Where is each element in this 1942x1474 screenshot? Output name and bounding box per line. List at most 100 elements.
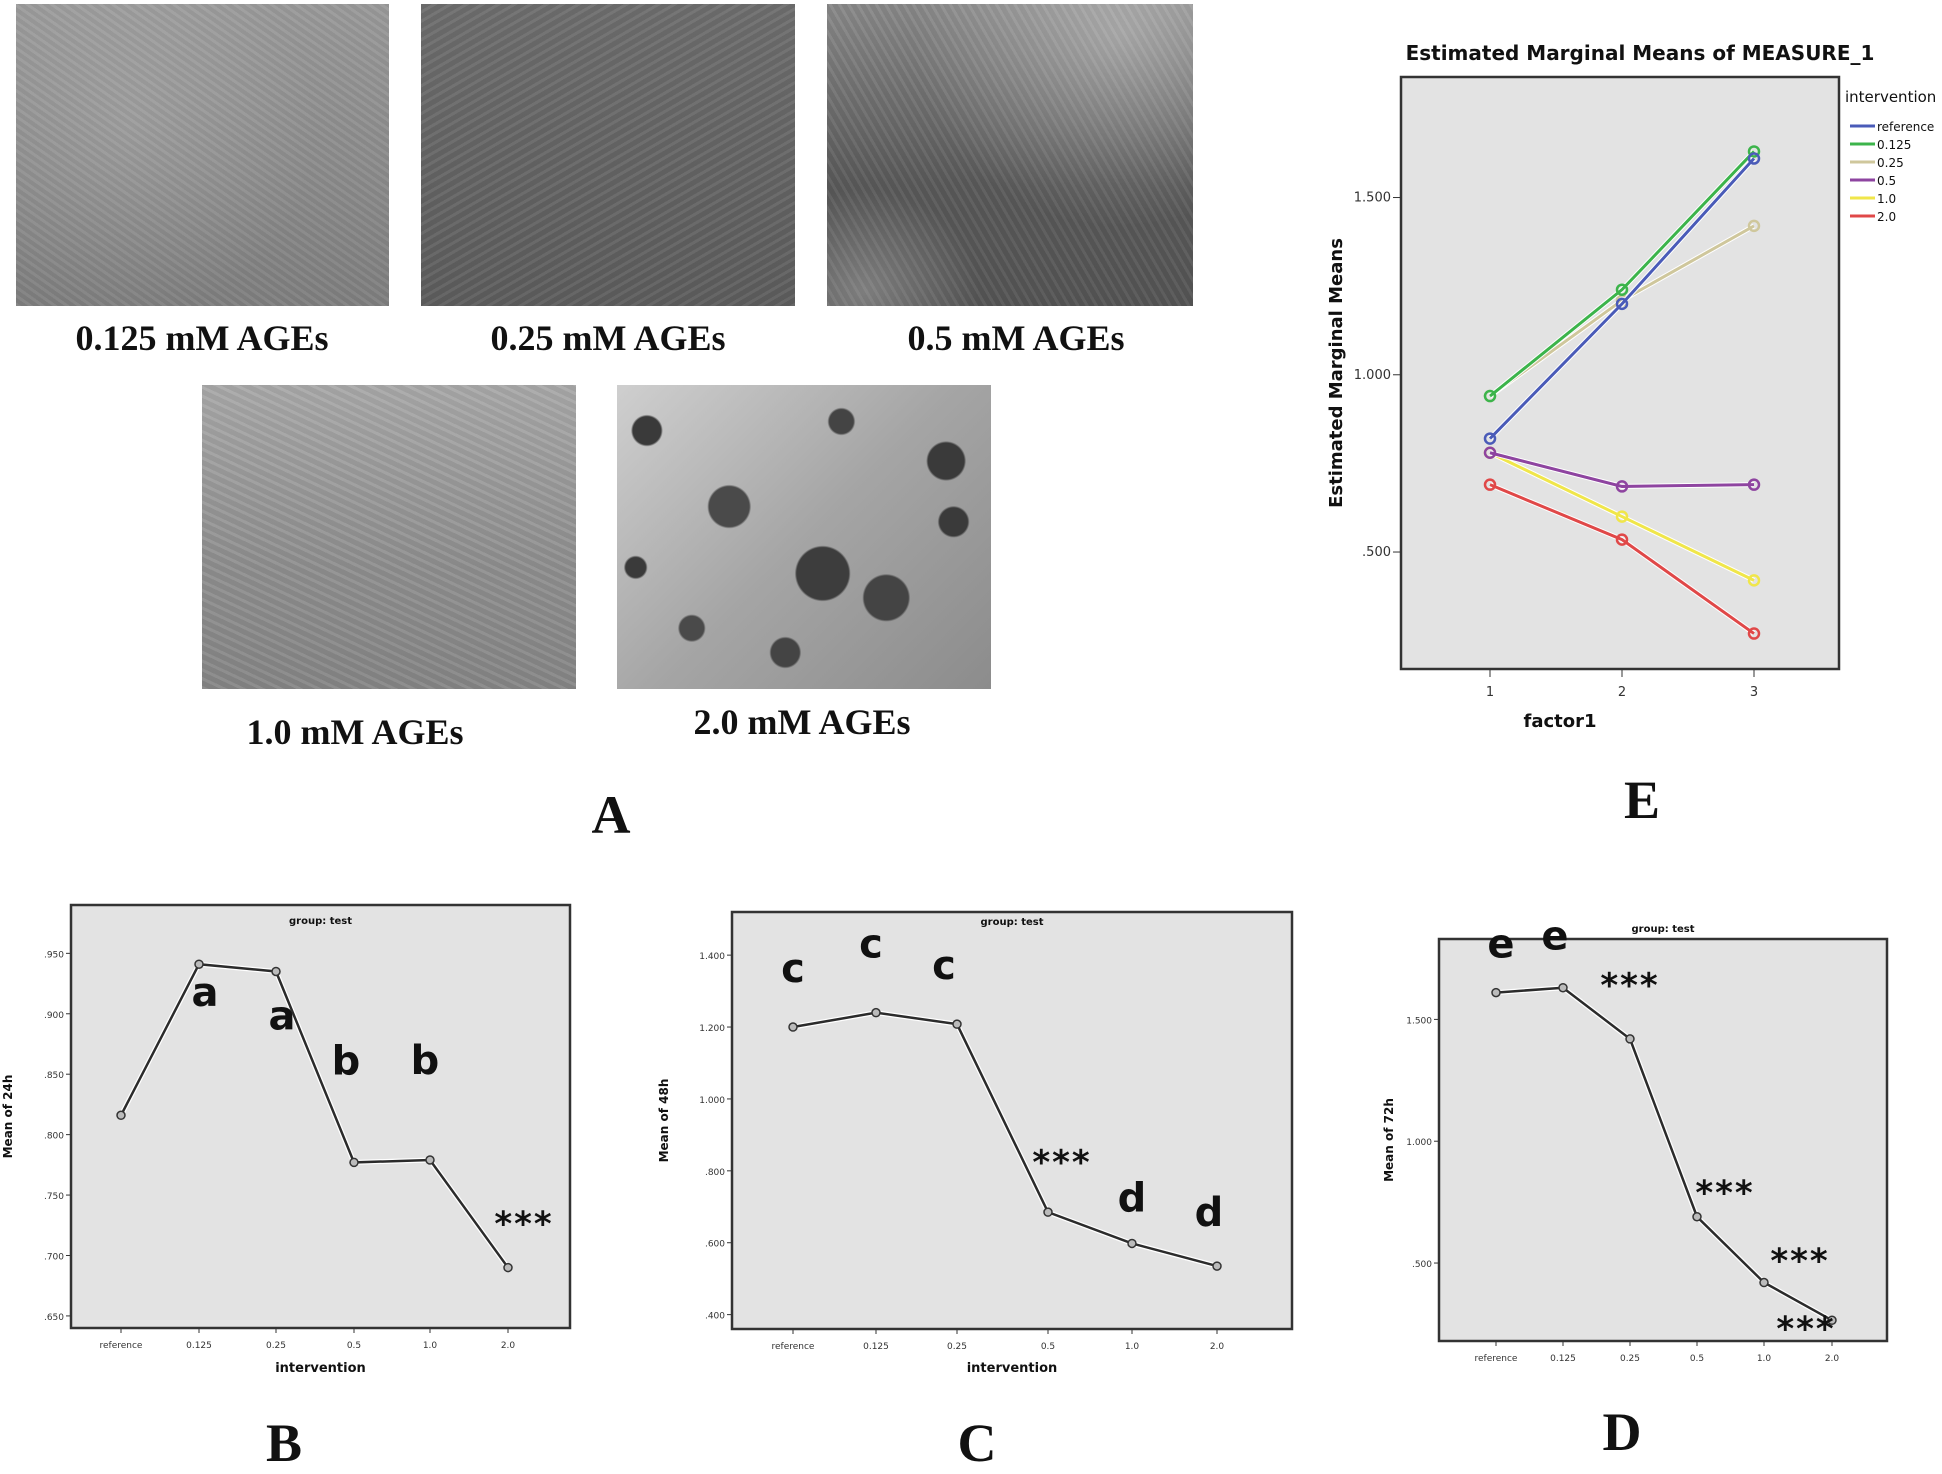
plot-area [730,910,1294,1331]
x-axis-label: factor1 [1523,711,1596,732]
micrograph-20 [617,385,991,689]
legend-title: intervention [1845,88,1936,106]
significance-annotation: *** [1032,1143,1091,1183]
y-tick-label: .750 [44,1192,64,1202]
significance-annotation: *** [1695,1174,1754,1214]
plot-area [1437,937,1889,1343]
data-point-2.0 [1747,627,1761,640]
x-tick-label: reference [1475,1354,1518,1364]
y-tick-label: .650 [44,1313,64,1323]
caption-0125: 0.125 mM AGEs [75,318,329,358]
chart-e: Estimated Marginal Means of MEASURE_1 .50… [1326,41,1936,732]
y-tick-label: 1.000 [1406,1138,1432,1148]
significance-annotation: a [192,970,219,1016]
y-tick-label: 1.500 [1406,1016,1432,1026]
y-tick-label: .600 [705,1240,725,1250]
x-tick-label: 1.0 [1757,1354,1772,1364]
x-tick-label: 0.5 [347,1341,361,1351]
micrograph-05 [827,4,1193,306]
data-point [1491,987,1501,998]
caption-20: 2.0 mM AGEs [693,702,911,742]
caption-10: 1.0 mM AGEs [246,712,464,752]
micrograph-0125 [16,4,389,306]
panel-label-d: D [1602,1402,1642,1462]
series-line-2.0 [1489,483,1755,635]
y-tick-label: .500 [1362,545,1391,560]
series-line [1495,986,1833,1322]
data-point-reference [1747,152,1761,165]
significance-annotation: e [1541,914,1568,960]
data-point-2.0 [1615,533,1629,546]
y-tick-label: .400 [705,1312,725,1322]
chart-b: group: test .650 .700 .750 .800 .850 .900 .950 r… [1,903,572,1376]
legend-label: 0.5 [1877,174,1896,188]
y-tick-label: 1.000 [1354,368,1391,383]
y-axis-label: Mean of 72h [1382,1098,1396,1182]
data-point-0.125 [1483,389,1497,403]
significance-annotation: *** [1776,1309,1835,1349]
y-tick-label: 1.200 [699,1024,725,1034]
data-point [425,1155,435,1165]
data-point [871,1007,881,1018]
x-tick-label: reference [100,1341,143,1351]
significance-annotation: d [1195,1190,1224,1236]
y-tick-label: .850 [44,1071,64,1081]
data-point [1759,1277,1769,1288]
x-tick-label: 1.0 [423,1341,438,1351]
y-tick-label: 1.400 [699,952,725,962]
x-axis-label: intervention [275,1361,366,1376]
y-tick-label: .500 [1412,1260,1432,1270]
y-tick-label: .800 [44,1132,64,1142]
chart-title: group: test [289,916,352,927]
y-tick-label: .800 [705,1168,725,1178]
legend-label: 2.0 [1877,210,1896,224]
data-point [1625,1034,1635,1044]
legend-label: 1.0 [1877,192,1896,206]
data-point [1127,1238,1137,1249]
chart-c: group: test .400 .600 .800 1.000 1.200 1.400 re… [657,910,1294,1376]
panel-label-e: E [1623,770,1661,830]
significance-annotation: b [411,1038,440,1084]
data-point-0.25 [1747,219,1761,233]
chart-title: Estimated Marginal Means of MEASURE_1 [1406,41,1875,65]
x-tick-label: 0.25 [947,1342,967,1352]
x-tick-label: 0.25 [1620,1354,1640,1364]
data-point [1212,1261,1222,1271]
micrograph-025 [421,4,795,306]
data-point [349,1157,359,1168]
data-point [503,1262,513,1273]
significance-annotation: c [781,946,805,992]
y-tick-label: .900 [44,1011,64,1021]
x-tick-label: 0.25 [266,1341,286,1351]
x-tick-label: reference [772,1342,815,1352]
data-point [116,1110,126,1121]
caption-025: 0.25 mM AGEs [490,318,726,358]
panel-label-a: A [591,785,631,845]
significance-annotation: d [1118,1175,1147,1221]
x-tick-label: 2.0 [1825,1354,1840,1364]
x-tick-label: 0.125 [863,1342,889,1352]
significance-annotation: *** [494,1205,553,1245]
micrograph-10 [202,385,576,689]
x-tick-label: 1.0 [1125,1342,1140,1352]
y-tick-label: .700 [44,1252,64,1262]
data-point [1692,1211,1702,1222]
series-line-1.0 [1489,451,1755,582]
data-point-1.0 [1615,510,1629,523]
y-axis-label: Estimated Marginal Means [1326,238,1347,508]
x-tick-label: 0.125 [186,1341,212,1351]
chart-d: group: test .500 1.000 1.500 reference 0.125 0… [1382,914,1889,1364]
data-point [1558,982,1568,993]
significance-annotation: a [269,993,296,1039]
x-tick-label: 2.0 [501,1341,516,1351]
panel-label-c: C [957,1413,997,1473]
data-point-1.0 [1747,574,1761,587]
data-point-2.0 [1483,478,1497,491]
y-tick-label: 1.500 [1354,191,1391,206]
significance-annotation: b [332,1038,361,1084]
x-tick-label: 0.5 [1690,1354,1704,1364]
x-tick-label: 1 [1486,685,1494,700]
data-point-reference [1615,297,1629,311]
significance-annotation: c [932,943,956,989]
